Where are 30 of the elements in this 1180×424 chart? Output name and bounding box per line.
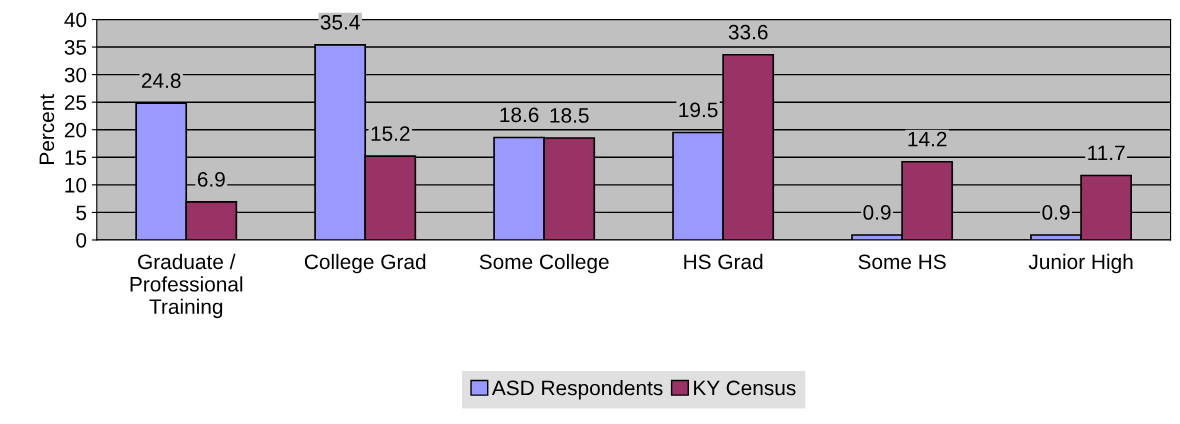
data-label: 18.5: [550, 108, 589, 123]
y-tick-label: 40: [64, 12, 87, 28]
y-tick-label: 15: [65, 150, 87, 166]
x-tick-label: Some HS: [858, 254, 946, 270]
y-tick-label: 0: [76, 232, 87, 248]
data-label: 18.6: [500, 107, 539, 123]
y-tick-label: 25: [64, 95, 87, 110]
y-axis-title: Percent: [39, 94, 55, 164]
data-label: 6.9: [197, 171, 225, 187]
x-tick-label: Junior High: [1028, 253, 1133, 274]
data-label: 0.9: [1042, 205, 1070, 220]
data-label: 35.4: [320, 14, 360, 30]
data-label: 0.9: [863, 205, 891, 220]
y-tick-label: 10: [65, 177, 87, 193]
data-label: 33.6: [728, 24, 768, 40]
legend-label: KY Census: [694, 380, 796, 396]
x-tick-label: Graduate / Professional Training: [130, 253, 243, 319]
data-label: 15.2: [371, 126, 410, 141]
data-label: 14.2: [908, 131, 947, 147]
y-tick-label: 30: [64, 67, 87, 83]
x-tick-label: Some College: [479, 253, 609, 274]
y-tick-label: 20: [64, 122, 87, 138]
x-tick-label: HS Grad: [684, 253, 763, 270]
data-label: 11.7: [1088, 145, 1125, 161]
data-label: 19.5: [679, 102, 718, 118]
y-tick-label: 5: [76, 205, 87, 221]
legend-label: ASD Respondents: [491, 380, 663, 400]
data-label: 24.8: [141, 73, 181, 89]
y-tick-label: 35: [64, 40, 87, 55]
x-tick-label: College Grad: [304, 253, 426, 274]
